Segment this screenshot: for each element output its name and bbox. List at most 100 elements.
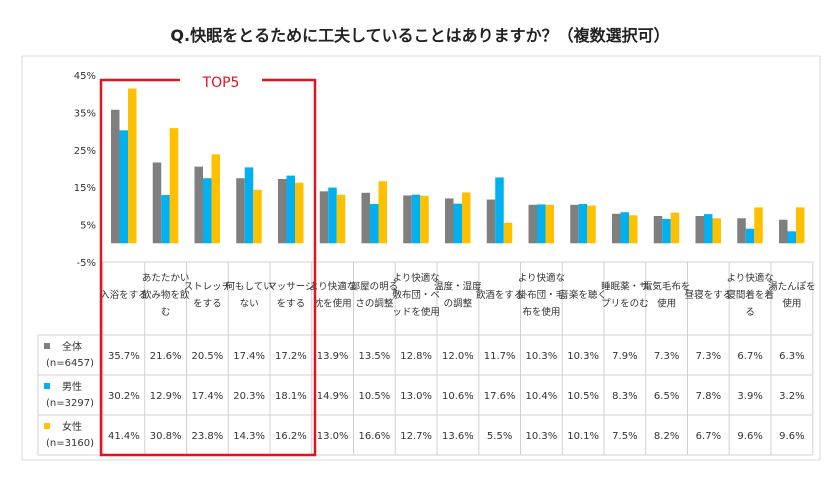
bar-全体 xyxy=(194,166,203,244)
outer-frame xyxy=(21,55,821,461)
bar-女性 xyxy=(211,154,220,244)
category-label: 入浴をする xyxy=(100,290,148,301)
bar-男性 xyxy=(370,204,379,244)
data-label: 6.7% xyxy=(737,351,762,362)
category-label: 電気毛布を xyxy=(643,281,691,293)
bar-男性 xyxy=(495,177,504,244)
bar-女性 xyxy=(587,205,596,244)
data-label: 8.2% xyxy=(654,431,679,442)
bar-女性 xyxy=(796,207,805,244)
category-label: より快適な xyxy=(518,272,565,284)
category-label: さの調整 xyxy=(355,298,394,310)
bar-男性 xyxy=(537,204,546,244)
category-label: む xyxy=(161,307,171,318)
bar-女性 xyxy=(503,222,513,244)
data-label: 10.3% xyxy=(525,351,557,362)
bar-男性 xyxy=(578,204,588,244)
data-label: 9.6% xyxy=(737,431,762,442)
bar-男性 xyxy=(286,175,295,244)
data-label: 20.5% xyxy=(191,351,223,362)
data-label: 7.3% xyxy=(654,351,679,362)
data-label: 16.6% xyxy=(358,431,390,442)
bar-全体 xyxy=(528,204,537,244)
category-label: マッサージ xyxy=(267,282,314,293)
category-label: をする xyxy=(193,299,222,310)
data-label: 17.4% xyxy=(191,391,223,402)
data-label: 21.6% xyxy=(150,351,182,362)
data-label: 12.7% xyxy=(400,431,432,442)
data-label: 7.3% xyxy=(696,351,721,362)
legend-swatch xyxy=(44,383,50,389)
data-label: 23.8% xyxy=(191,431,223,442)
category-label: より快適な xyxy=(309,281,356,293)
data-label: 13.0% xyxy=(317,431,349,442)
category-label: 音楽を聴く xyxy=(559,289,607,301)
data-label: 10.3% xyxy=(567,351,599,362)
data-label: 5.5% xyxy=(487,431,512,442)
legend-swatch xyxy=(44,343,50,349)
top5-label: TOP5 xyxy=(202,75,240,91)
category-label: ッドを使用 xyxy=(392,306,440,318)
y-tick-label: 15% xyxy=(74,183,96,194)
bar-男性 xyxy=(161,195,170,244)
category-label: あたたかい xyxy=(142,273,190,284)
bar-全体 xyxy=(111,109,120,244)
data-label: 13.9% xyxy=(317,351,349,362)
data-label: 12.8% xyxy=(400,351,432,362)
legend-label: 女性 xyxy=(62,420,82,433)
data-label: 7.8% xyxy=(696,391,721,402)
category-label: 使用 xyxy=(657,298,676,310)
category-label: 睡眠薬・サ xyxy=(601,281,649,293)
y-tick-label: 35% xyxy=(74,108,96,119)
y-tick-label: 45% xyxy=(74,71,96,82)
legend-n: (n=3160) xyxy=(46,438,94,449)
category-label: 布を使用 xyxy=(522,306,560,318)
data-label: 10.6% xyxy=(442,391,474,402)
legend-n: (n=3297) xyxy=(46,398,94,409)
data-label: 16.2% xyxy=(275,431,307,442)
bar-男性 xyxy=(787,231,796,244)
bar-女性 xyxy=(712,218,721,244)
category-label: 寝間着を着 xyxy=(726,289,774,301)
bar-全体 xyxy=(486,199,496,244)
bar-女性 xyxy=(420,195,429,244)
category-label: の調整 xyxy=(444,298,473,310)
data-label: 3.2% xyxy=(779,391,804,402)
data-label: 17.6% xyxy=(484,391,516,402)
data-label: 35.7% xyxy=(108,351,140,362)
data-label: 11.7% xyxy=(484,351,516,362)
bar-男性 xyxy=(745,228,755,244)
bar-全体 xyxy=(737,218,746,244)
data-label: 8.3% xyxy=(612,391,637,402)
bar-女性 xyxy=(545,204,554,244)
bar-全体 xyxy=(152,162,162,244)
bar-全体 xyxy=(653,215,663,244)
data-label: 18.1% xyxy=(275,391,307,402)
category-label: 飲み物を飲 xyxy=(142,289,190,301)
bar-全体 xyxy=(319,191,329,244)
data-label: 30.2% xyxy=(108,391,140,402)
bar-全体 xyxy=(570,204,579,244)
data-label: 10.4% xyxy=(525,391,557,402)
data-label: 17.2% xyxy=(275,351,307,362)
bar-女性 xyxy=(754,207,763,244)
bar-女性 xyxy=(462,192,471,244)
category-label: ない xyxy=(240,299,259,310)
bar-女性 xyxy=(169,128,179,244)
data-label: 7.5% xyxy=(612,431,637,442)
bar-男性 xyxy=(704,214,713,244)
data-label: 13.5% xyxy=(358,351,390,362)
bar-全体 xyxy=(361,192,370,244)
y-tick-label: 25% xyxy=(74,146,96,157)
data-label: 10.3% xyxy=(525,431,557,442)
data-label: 10.5% xyxy=(567,391,599,402)
bar-全体 xyxy=(779,219,788,244)
bar-女性 xyxy=(629,215,638,244)
bar-男性 xyxy=(328,187,337,244)
bar-全体 xyxy=(403,195,412,244)
bar-男性 xyxy=(119,130,128,244)
bar-全体 xyxy=(695,215,704,244)
category-label: をする xyxy=(277,299,306,310)
